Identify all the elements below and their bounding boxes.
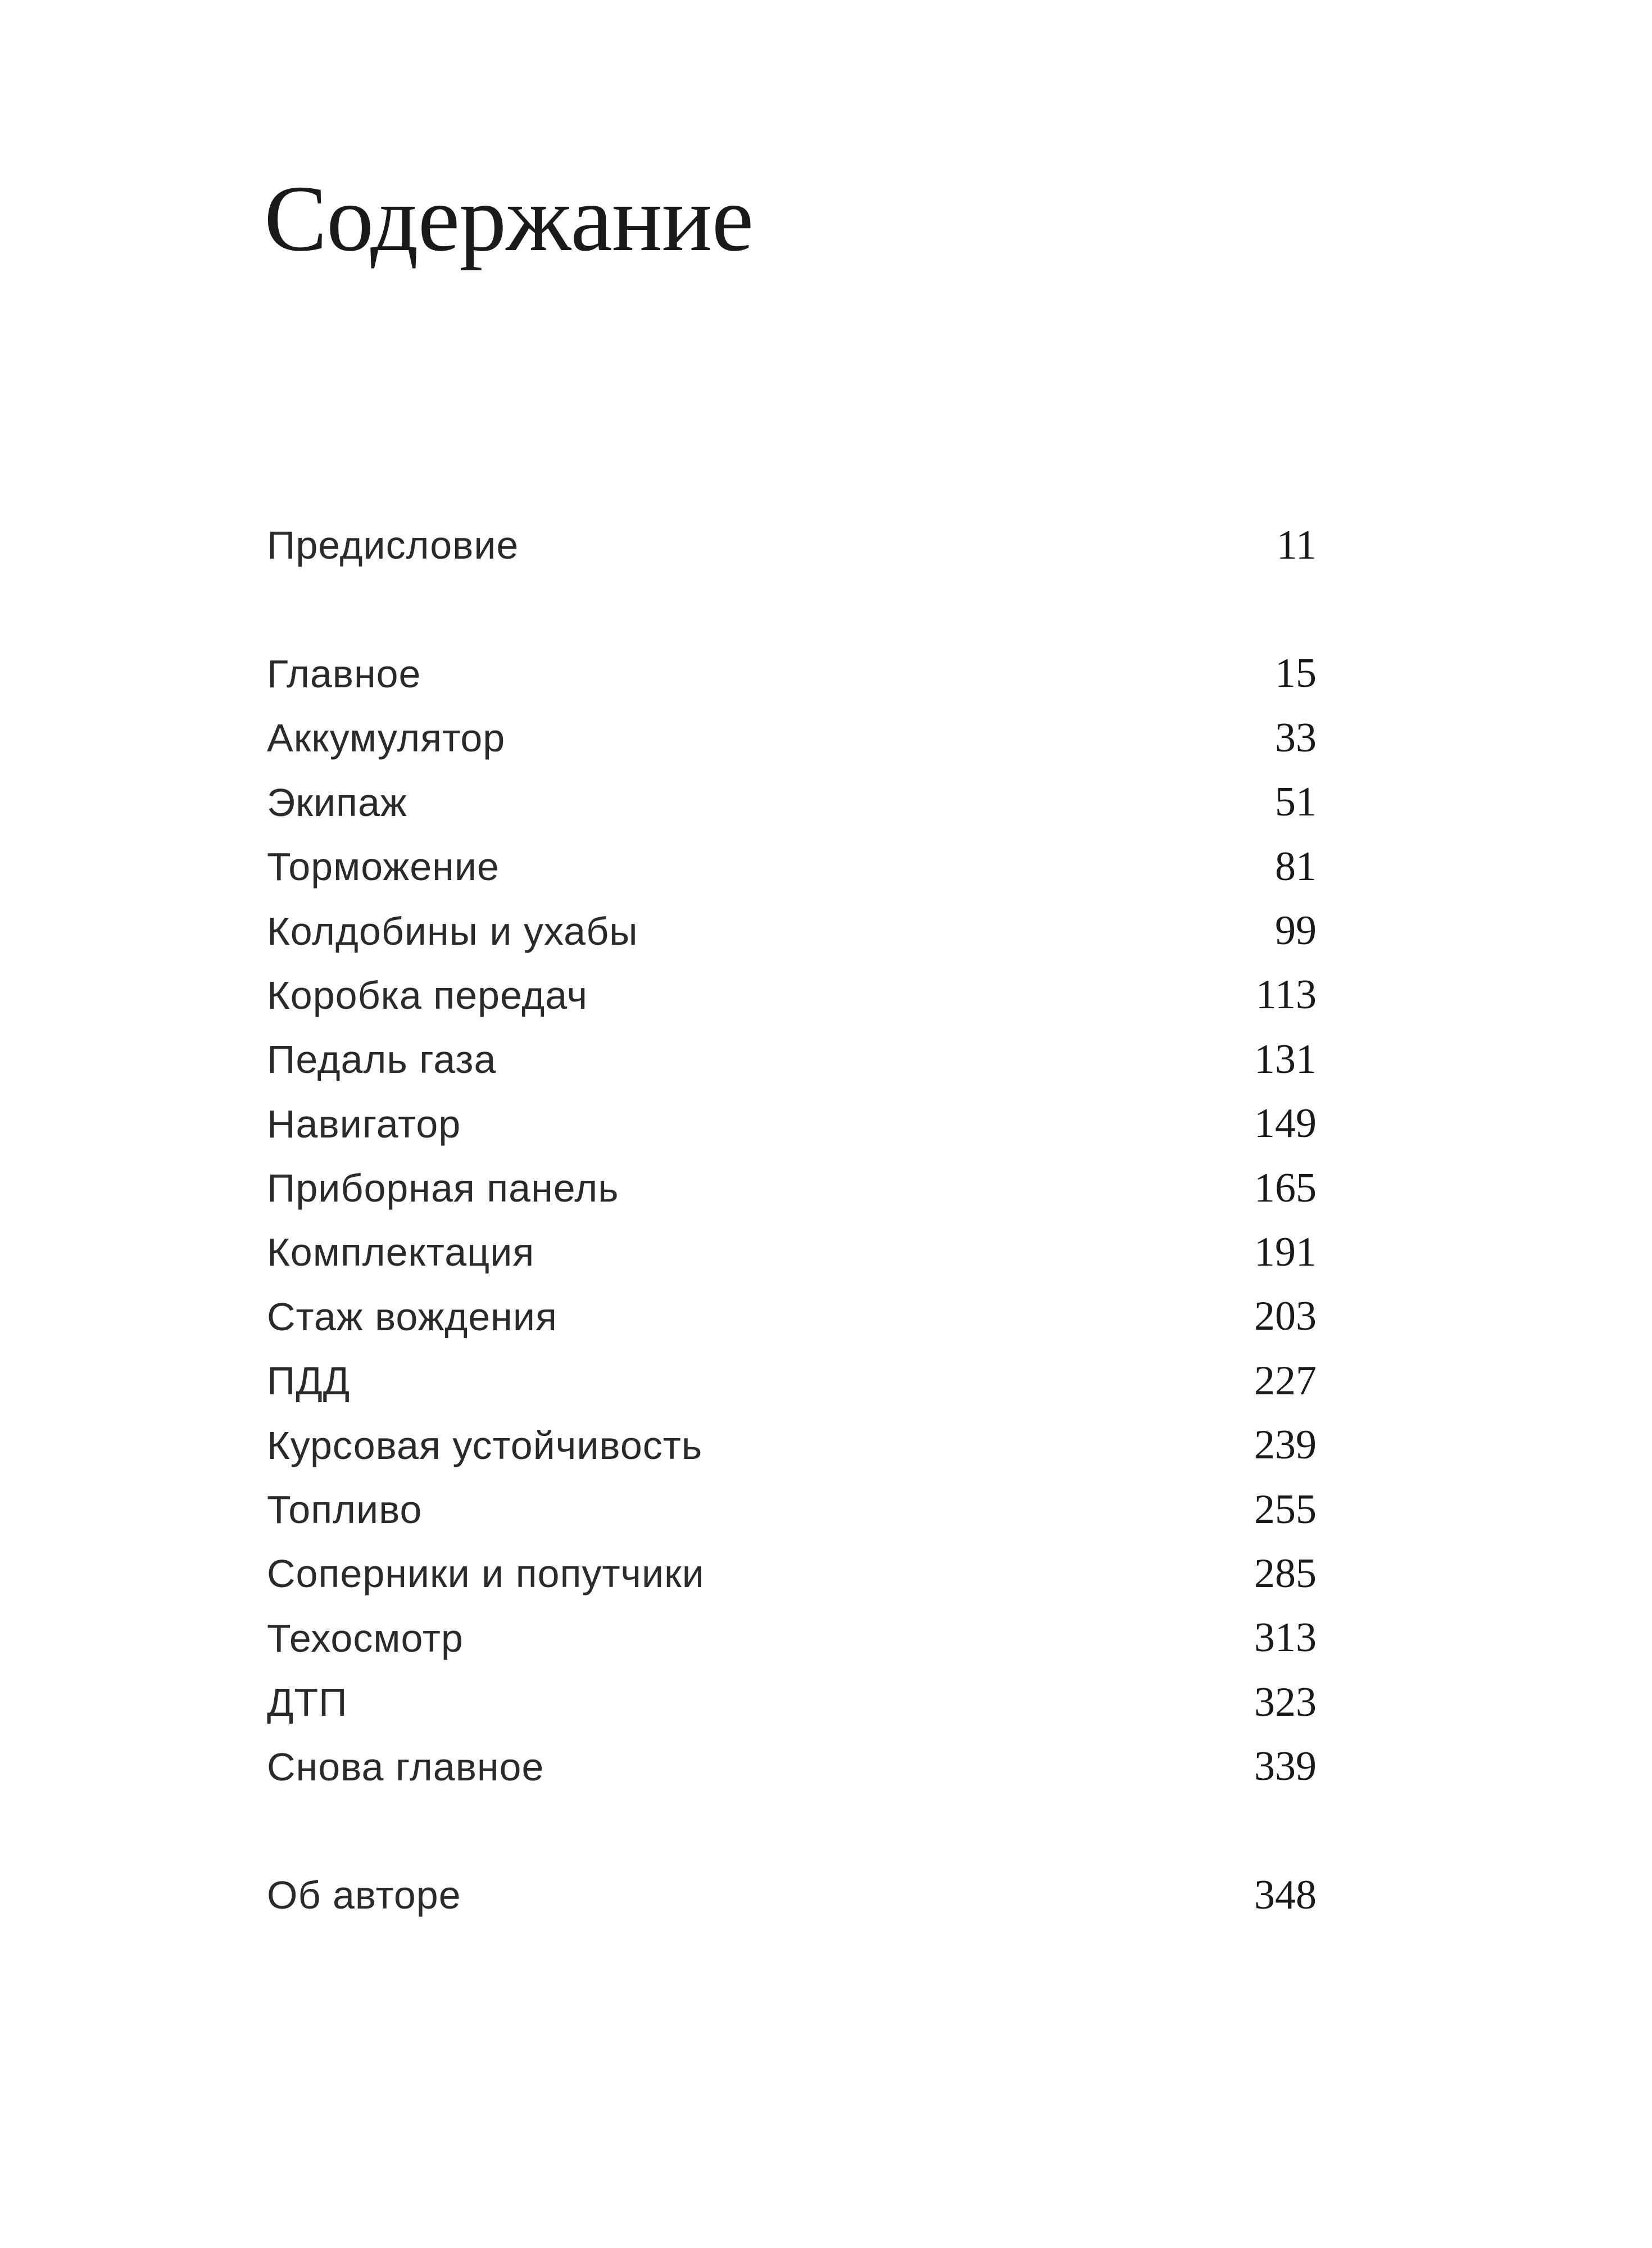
toc-entry-title: Топливо <box>267 1488 423 1532</box>
toc-entry-page: 33 <box>1275 714 1317 761</box>
toc-entry[interactable]: Торможение 81 <box>267 835 1317 899</box>
toc-entry-title: Торможение <box>267 845 500 889</box>
toc-entry-page: 323 <box>1254 1679 1317 1725</box>
toc-entry-title: ДТП <box>267 1680 348 1725</box>
toc-entry-page: 15 <box>1275 650 1317 697</box>
toc-entry[interactable]: ПДД 227 <box>267 1349 1317 1413</box>
toc-entry-title: Главное <box>267 651 421 696</box>
toc-entry-page: 313 <box>1254 1615 1317 1661</box>
toc-entry[interactable]: Аккумулятор 33 <box>267 706 1317 770</box>
section-gap <box>267 1799 1317 1863</box>
toc-entry-title: Стаж вождения <box>267 1294 557 1339</box>
toc-entry-page: 51 <box>1275 779 1317 826</box>
toc-entry[interactable]: Об авторе 348 <box>267 1863 1317 1927</box>
page-title: Содержание <box>264 166 754 271</box>
toc-entry[interactable]: Главное 15 <box>267 642 1317 706</box>
toc-entry[interactable]: ДТП 323 <box>267 1670 1317 1734</box>
toc-entry-title: Об авторе <box>267 1873 461 1918</box>
toc-entry[interactable]: Педаль газа 131 <box>267 1027 1317 1091</box>
toc-entry[interactable]: Коробка передач 113 <box>267 963 1317 1027</box>
toc-entry-page: 149 <box>1254 1100 1317 1147</box>
toc-entry-title: Экипаж <box>267 780 407 824</box>
toc-entry-page: 131 <box>1254 1036 1317 1082</box>
toc-entry-title: Педаль газа <box>267 1037 497 1082</box>
toc-entry[interactable]: Экипаж 51 <box>267 771 1317 835</box>
toc-entry-title: Предисловие <box>267 523 519 568</box>
toc-entry-title: Приборная панель <box>267 1166 619 1211</box>
toc-entry[interactable]: Комплектация 191 <box>267 1220 1317 1284</box>
toc-entry[interactable]: Колдобины и ухабы 99 <box>267 899 1317 963</box>
toc-entry-title: Соперники и попутчики <box>267 1552 705 1596</box>
toc-entry[interactable]: Техосмотр 313 <box>267 1606 1317 1670</box>
toc-entry-page: 81 <box>1275 843 1317 890</box>
toc-entry-page: 348 <box>1254 1871 1317 1918</box>
toc-entry-page: 255 <box>1254 1486 1317 1533</box>
toc-entry-title: Техосмотр <box>267 1616 464 1660</box>
toc-entry-title: Коробка передач <box>267 973 588 1017</box>
toc-entry-page: 191 <box>1254 1229 1317 1275</box>
toc-entry[interactable]: Соперники и попутчики 285 <box>267 1542 1317 1606</box>
toc-entry-title: Аккумулятор <box>267 716 506 760</box>
toc-entry[interactable]: Навигатор 149 <box>267 1092 1317 1156</box>
toc-entry-title: Навигатор <box>267 1102 461 1146</box>
toc-entry[interactable]: Курсовая устойчивость 239 <box>267 1413 1317 1477</box>
toc-entry-title: Курсовая устойчивость <box>267 1423 703 1467</box>
toc-entry-page: 203 <box>1254 1293 1317 1340</box>
toc-entry-title: ПДД <box>267 1359 351 1403</box>
toc-entry-page: 113 <box>1255 972 1317 1018</box>
toc-entry-page: 285 <box>1254 1550 1317 1597</box>
toc-entry-page: 165 <box>1254 1164 1317 1211</box>
toc-entry[interactable]: Стаж вождения 203 <box>267 1285 1317 1349</box>
toc-entry[interactable]: Топливо 255 <box>267 1477 1317 1542</box>
toc-entry-page: 227 <box>1254 1357 1317 1404</box>
toc-entry-page: 99 <box>1275 908 1317 954</box>
section-gap <box>267 577 1317 641</box>
toc-entry-page: 339 <box>1254 1743 1317 1790</box>
toc-entry-title: Колдобины и ухабы <box>267 909 638 953</box>
toc-entry-page: 11 <box>1276 522 1317 568</box>
table-of-contents: Предисловие 11 Главное 15 Аккумулятор 33 Экипа… <box>267 513 1317 1928</box>
toc-entry-title: Снова главное <box>267 1744 544 1789</box>
toc-entry-title: Комплектация <box>267 1230 535 1275</box>
toc-entry[interactable]: Предисловие 11 <box>267 513 1317 577</box>
toc-entry-page: 239 <box>1254 1422 1317 1469</box>
toc-entry[interactable]: Приборная панель 165 <box>267 1156 1317 1220</box>
toc-entry[interactable]: Снова главное 339 <box>267 1734 1317 1798</box>
